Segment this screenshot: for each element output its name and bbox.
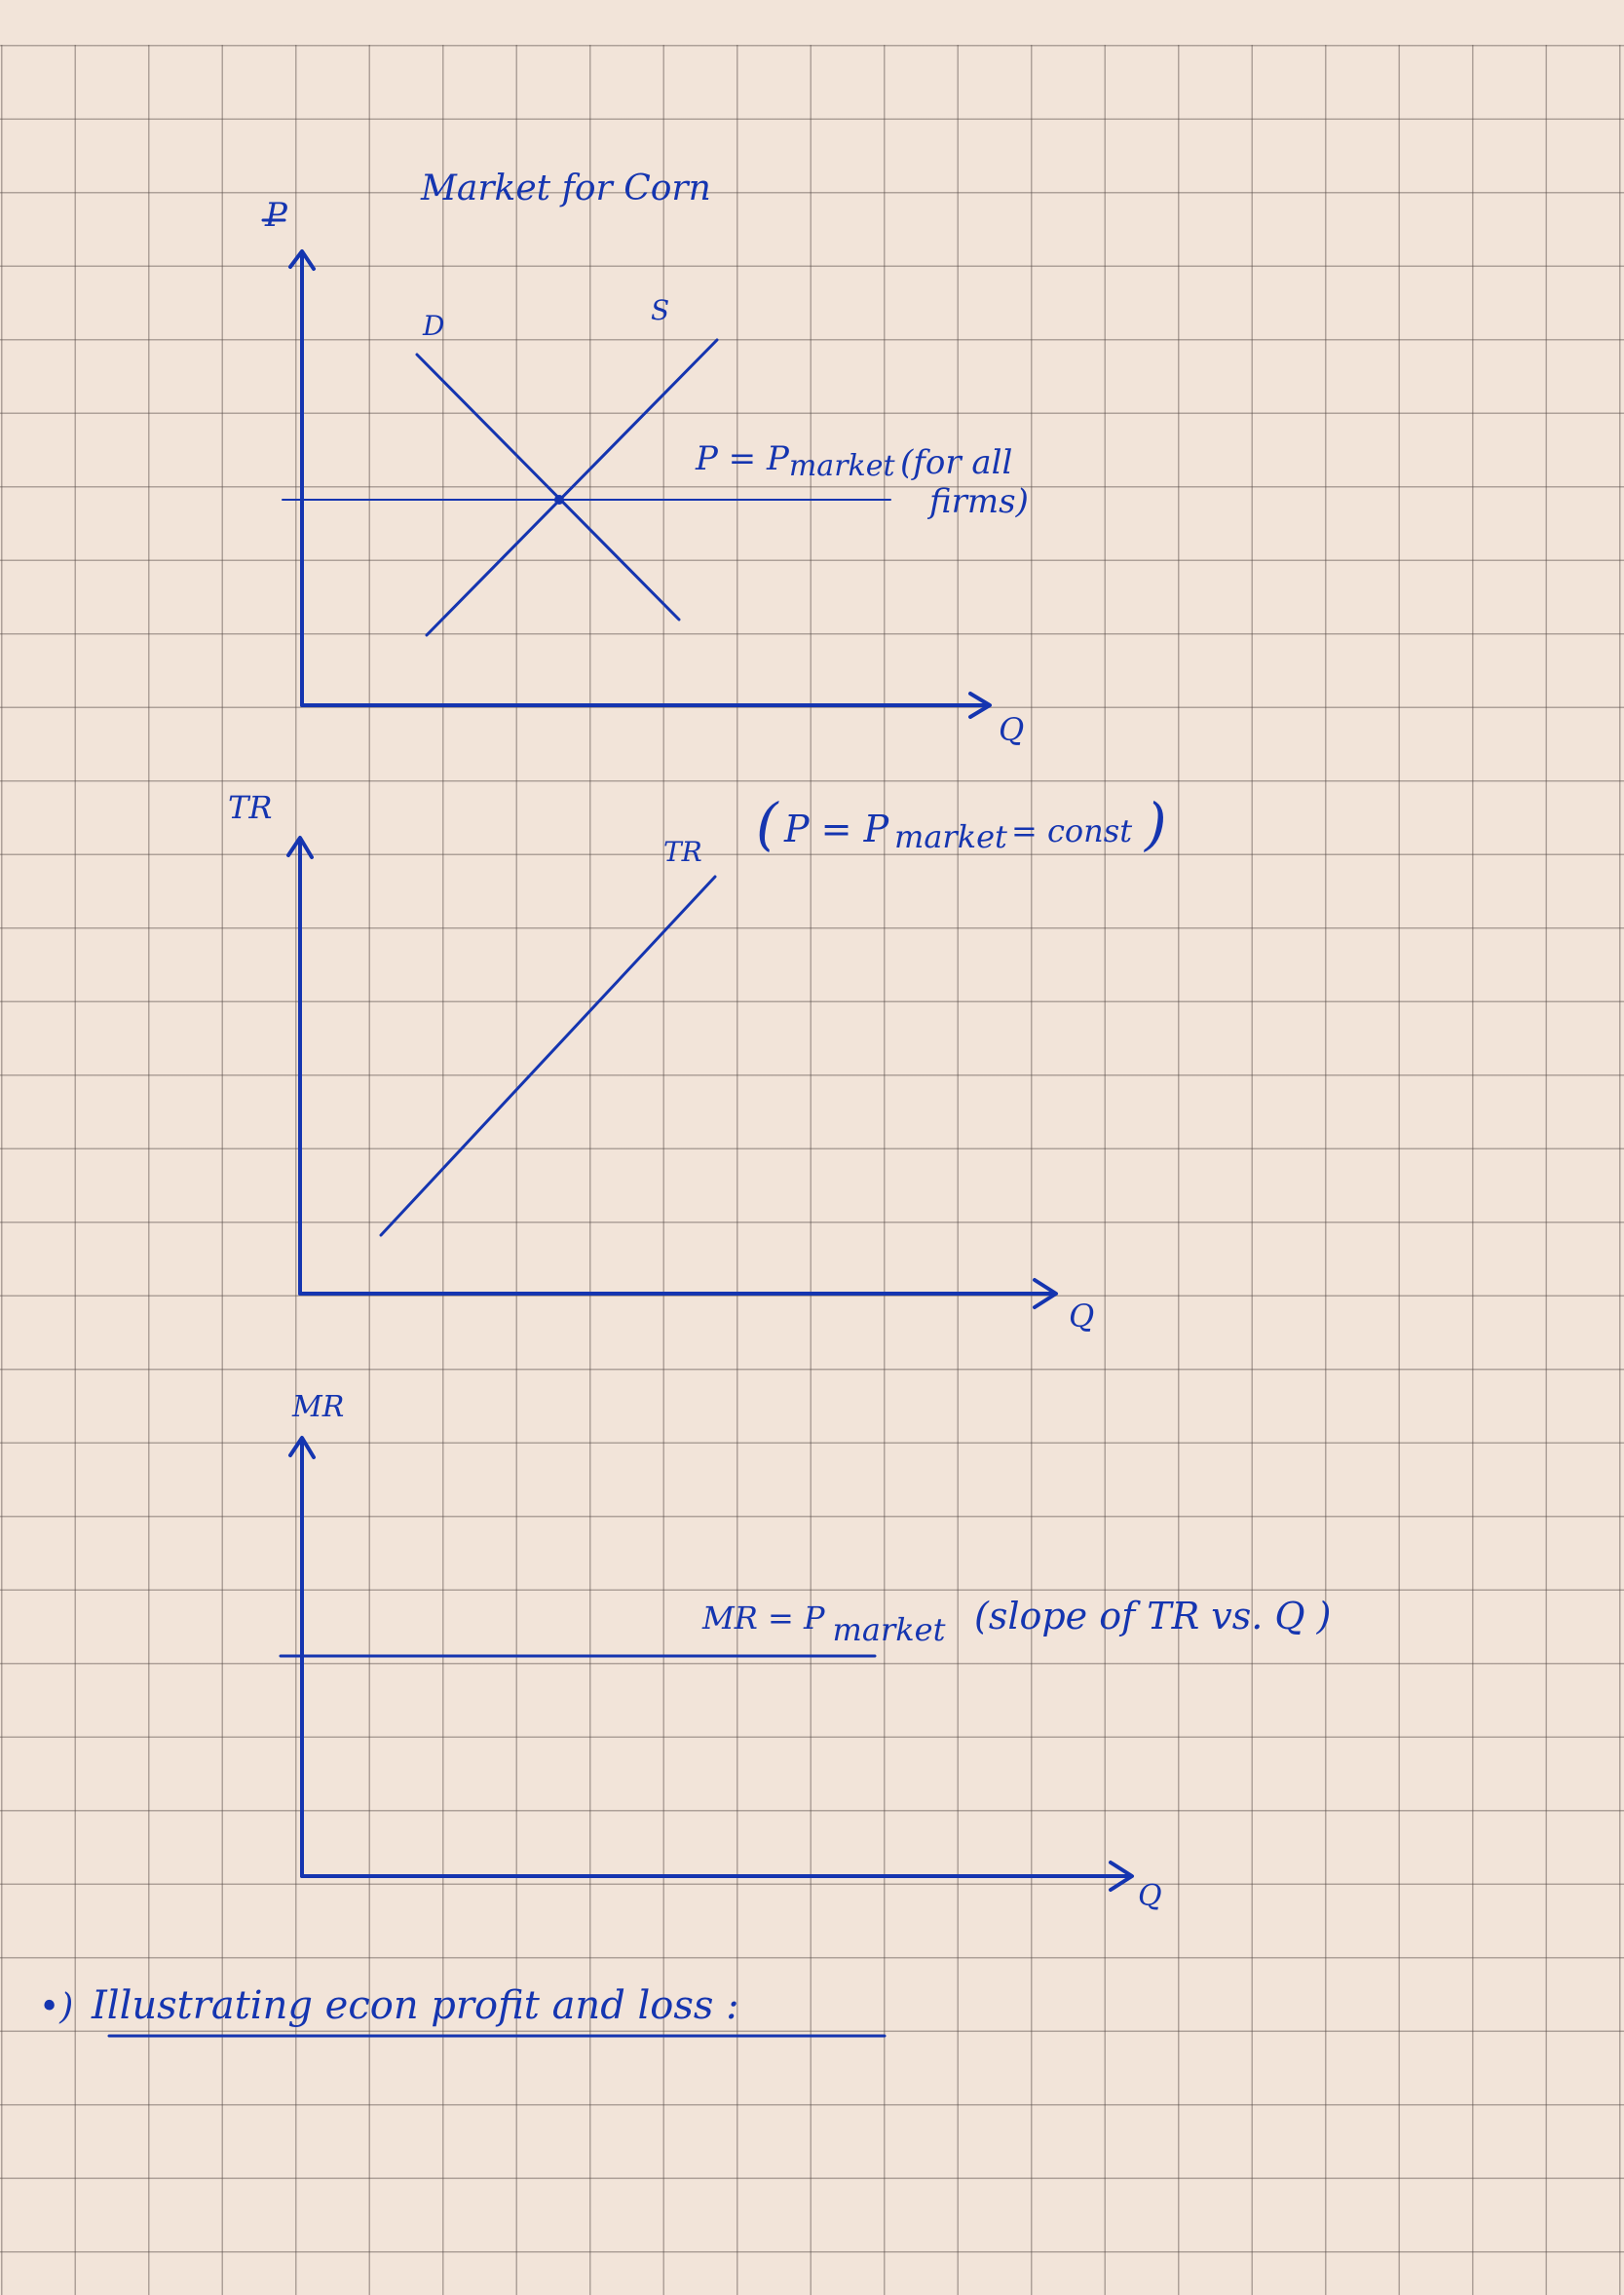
market-y-axis-arrow	[288, 249, 316, 271]
tr-note-market: market	[894, 818, 1007, 855]
supply-curve	[425, 338, 719, 637]
bullet-marker: •)	[39, 1987, 73, 2027]
market-y-axis-label: P	[264, 196, 288, 235]
tr-note-close-paren: )	[1143, 791, 1167, 857]
market-title: Market for Corn	[420, 169, 711, 208]
market-diagram: Market for Corn P Q D S P = Pmarket (for…	[261, 169, 1029, 748]
mr-y-axis-label: MR	[291, 1390, 344, 1424]
equilibrium-point	[554, 495, 564, 505]
demand-curve	[415, 353, 681, 621]
tr-x-axis-label: Q	[1069, 1298, 1094, 1335]
tr-y-axis-label: TR	[228, 789, 272, 826]
tr-note-const: = const	[1011, 812, 1132, 849]
demand-label: D	[422, 310, 444, 342]
tr-y-axis-arrow	[286, 836, 314, 859]
tr-x-axis-arrow	[1033, 1278, 1058, 1309]
mr-y-axis-arrow	[288, 1436, 316, 1459]
market-x-axis-arrow	[968, 692, 992, 719]
tr-diagram: TR Q TR ( P = P market = const )	[228, 789, 1167, 1335]
price-line-note-line2: firms)	[926, 482, 1029, 521]
mr-x-axis-label: Q	[1138, 1879, 1162, 1913]
footer-section: •) Illustrating econ profit and loss :	[39, 1983, 887, 2038]
mr-x-axis-arrow	[1109, 1861, 1134, 1892]
section-heading: Illustrating econ profit and loss :	[91, 1983, 739, 2028]
mr-line-note: (slope of TR vs. Q )	[974, 1595, 1332, 1637]
tr-note-price: P = P	[783, 808, 890, 850]
price-line-note-line1: (for all	[900, 443, 1012, 482]
tr-curve-label: TR	[663, 836, 702, 868]
price-line-label: P = Pmarket	[695, 439, 895, 483]
market-x-axis-label: Q	[999, 711, 1024, 748]
page-top-margin	[0, 0, 1624, 45]
supply-label: S	[651, 294, 669, 326]
tr-note-open-paren: (	[756, 791, 779, 857]
tr-curve	[379, 875, 717, 1237]
